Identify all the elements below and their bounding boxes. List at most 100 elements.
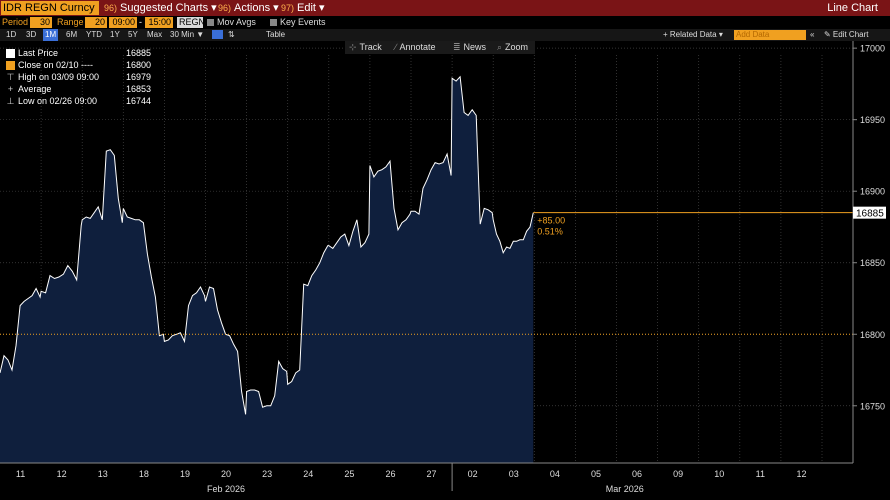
low-icon: ⊥	[6, 96, 15, 106]
actions-menu[interactable]: 96) Actions ▾	[218, 1, 279, 15]
change-percent-label: 0.51%	[537, 227, 563, 237]
menu-number: 97)	[281, 3, 295, 13]
frequency-dropdown[interactable]: 30 Min ▼	[170, 30, 205, 39]
square-orange-icon	[6, 61, 15, 70]
chart-toolbar: ⊹ Track ∕ Annotate ≣ News ⌕ Zoom	[345, 41, 535, 54]
checkbox-icon	[207, 19, 214, 27]
range-label: Range	[57, 17, 84, 27]
legend-high: ⊤ High on 03/09 09:00 16979	[6, 71, 151, 83]
period-input[interactable]: 30	[30, 17, 52, 28]
actions-label: Actions	[234, 2, 271, 14]
related-data-dropdown[interactable]: + Related Data ▾	[663, 30, 723, 39]
high-icon: ⊤	[6, 72, 15, 82]
add-data-input[interactable]: Add Data	[734, 30, 806, 40]
line-chart-icon[interactable]	[212, 30, 223, 39]
y-tick-label: 16950	[860, 115, 885, 125]
avg-icon: +	[7, 84, 14, 94]
y-tick-label: 16750	[860, 401, 885, 411]
zoom-label: Zoom	[505, 42, 529, 52]
magnifier-icon: ⌕	[497, 42, 503, 52]
table-button[interactable]: Table	[266, 30, 286, 39]
period-label: Period	[2, 17, 29, 27]
chevron-down-icon: ▾	[211, 2, 217, 14]
range-bar: 1D 3D 1M 6M YTD 1Y 5Y Max 30 Min ▼ ⇅ Tab…	[0, 29, 890, 41]
x-tick-label: 13	[98, 469, 108, 479]
legend-label: Close on 02/10 ----	[18, 60, 94, 70]
range-max[interactable]: Max	[147, 30, 163, 39]
pen-icon: ∕	[395, 42, 397, 52]
x-tick-label: 03	[509, 469, 519, 479]
last-price-label: 16885	[856, 209, 884, 220]
y-tick-label: 16800	[860, 330, 885, 340]
legend-label: Average	[18, 84, 52, 94]
x-tick-label: 19	[180, 469, 190, 479]
news-button[interactable]: ≣ News	[453, 41, 486, 54]
sort-icon[interactable]: ⇅	[228, 30, 235, 39]
y-axis-ticks: 16750 16800 16850 16900 16950 17000	[853, 44, 885, 411]
month-label: Mar 2026	[606, 484, 644, 494]
legend-label: Low on 02/26 09:00	[18, 96, 98, 106]
chevron-down-icon: ▾	[273, 2, 279, 14]
x-tick-label: 23	[262, 469, 272, 479]
x-tick-label: 11	[756, 469, 765, 479]
x-tick-label: 02	[468, 469, 478, 479]
menu-number: 96)	[104, 3, 118, 13]
x-tick-label: 18	[139, 469, 149, 479]
key-events-label: Key Events	[280, 17, 326, 27]
session-button[interactable]: REGN	[177, 17, 206, 28]
checkbox-icon	[270, 19, 277, 27]
x-axis-ticks: 11 12 13 18 19 20 23 24 25 26 27 02 03 04 05 06 09 10 11 12…	[16, 463, 806, 494]
start-time-input[interactable]: 09:00	[109, 17, 137, 28]
x-tick-label: 24	[303, 469, 313, 479]
range-3d[interactable]: 3D	[26, 30, 37, 39]
suggested-charts-menu[interactable]: 96) Suggested Charts ▾	[104, 1, 217, 15]
time-separator: -	[139, 17, 142, 27]
month-label: Feb 2026	[207, 484, 245, 494]
annotate-button[interactable]: ∕ Annotate	[395, 41, 436, 54]
x-tick-label: 06	[632, 469, 642, 479]
top-menu-bar	[0, 0, 890, 16]
mov-avgs-label: Mov Avgs	[217, 17, 256, 27]
edit-menu[interactable]: 97) Edit ▾	[281, 1, 325, 15]
mov-avgs-toggle[interactable]: Mov Avgs	[207, 16, 256, 29]
x-tick-label: 11	[16, 469, 25, 479]
collapse-icon[interactable]: «	[810, 30, 815, 39]
y-tick-label: 16850	[860, 258, 885, 268]
x-tick-label: 12	[57, 469, 67, 479]
end-time-input[interactable]: 15:00	[145, 17, 173, 28]
legend-value: 16744	[125, 96, 151, 106]
range-input[interactable]: 20	[85, 17, 107, 28]
legend-label: Last Price	[18, 48, 59, 58]
edit-label: Edit	[297, 2, 316, 14]
track-button[interactable]: ⊹ Track	[349, 41, 382, 54]
range-1m[interactable]: 1M	[43, 29, 59, 41]
news-icon: ≣	[453, 42, 461, 52]
news-label: News	[463, 42, 487, 52]
x-tick-label: 10	[714, 469, 724, 479]
price-line	[0, 75, 534, 415]
edit-chart-button[interactable]: ✎ Edit Chart	[824, 30, 869, 39]
range-ytd[interactable]: YTD	[86, 30, 102, 39]
range-6m[interactable]: 6M	[66, 30, 78, 39]
legend-close: Close on 02/10 ---- 16800	[6, 59, 151, 71]
chart-type-title: Line Chart	[827, 2, 878, 14]
ticker-field[interactable]: IDR REGN Curncy	[1, 1, 99, 15]
y-tick-label: 17000	[860, 44, 885, 54]
range-1d[interactable]: 1D	[6, 30, 17, 39]
x-tick-label: 20	[221, 469, 231, 479]
price-area	[0, 76, 534, 464]
range-5y[interactable]: 5Y	[128, 30, 138, 39]
legend-last-price: Last Price 16885	[6, 47, 151, 59]
zoom-button[interactable]: ⌕ Zoom	[497, 41, 528, 54]
controls-bar	[0, 16, 890, 29]
square-white-icon	[6, 49, 15, 58]
x-tick-label: 04	[550, 469, 560, 479]
menu-number: 96)	[218, 3, 232, 13]
x-tick-label: 27	[427, 469, 437, 479]
last-price-box	[853, 206, 886, 219]
crosshair-icon: ⊹	[349, 42, 357, 52]
range-1y[interactable]: 1Y	[110, 30, 120, 39]
track-label: Track	[359, 42, 382, 52]
key-events-toggle[interactable]: Key Events	[270, 16, 326, 29]
